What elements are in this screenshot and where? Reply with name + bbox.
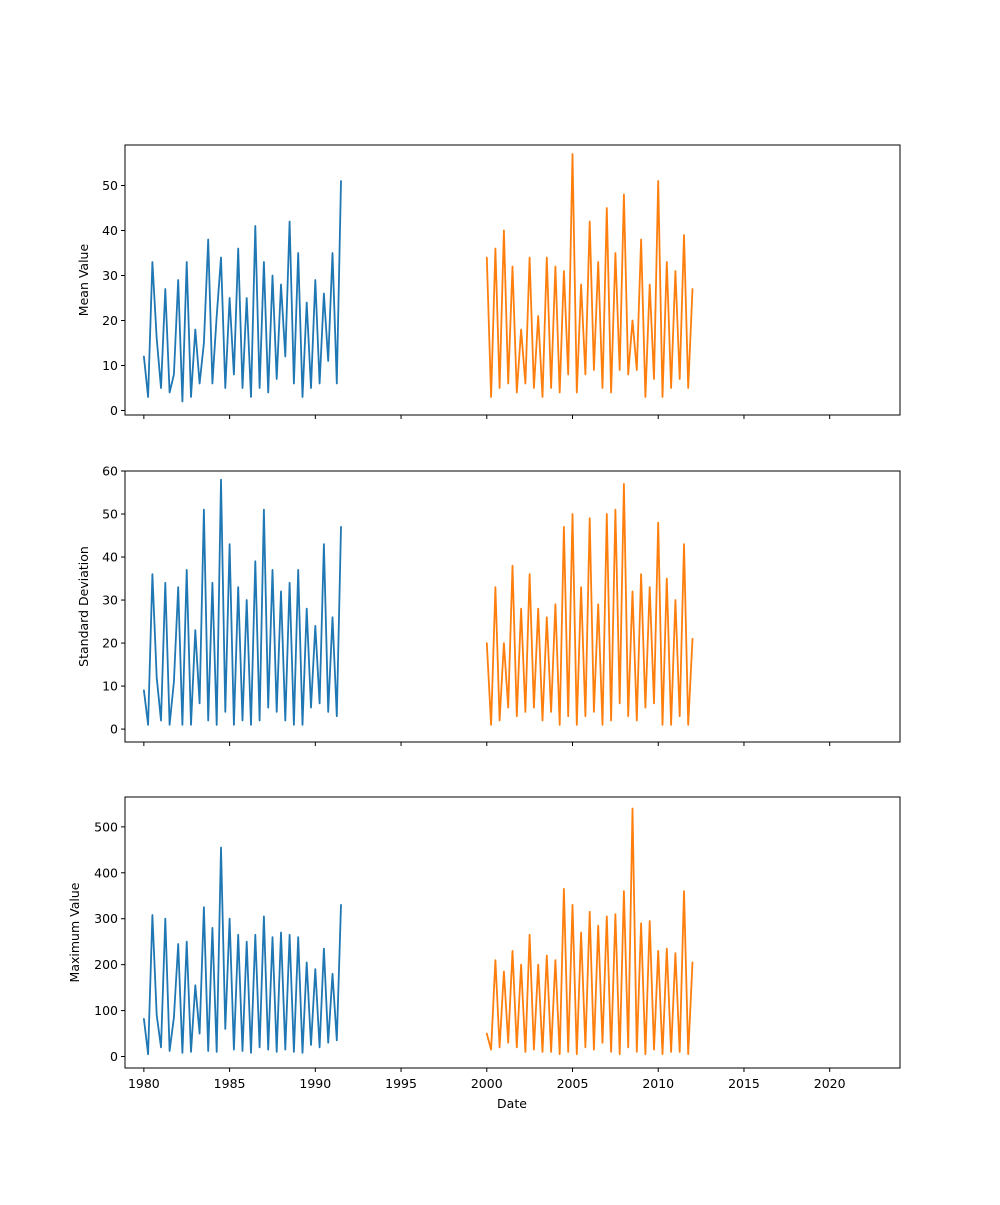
panel-3-series-1-line: [142, 846, 342, 1056]
y-tick-label: 10: [102, 358, 118, 373]
panel-3: 0 100 200 300 400 500 1980 1985 1990 1995 2000 2005…: [67, 796, 901, 1091]
y-axis-label: Standard Deviation: [76, 546, 91, 667]
x-tick-label: 1980: [128, 1076, 160, 1091]
x-tick-label: 1990: [299, 1076, 331, 1091]
panel-1-series-1-line: [142, 180, 342, 403]
y-axis-label: Maximum Value: [67, 882, 82, 982]
y-tick-label: 40: [102, 550, 118, 565]
y-tick-label: 20: [102, 313, 118, 328]
y-tick-label: 30: [102, 268, 118, 283]
y-tick-label: 100: [94, 1003, 118, 1018]
panel-1: 0 10 20 30 40 50 Mean Value: [76, 144, 901, 419]
y-tick-label: 500: [94, 819, 118, 834]
y-tick-label: 60: [102, 464, 118, 479]
y-tick-label: 10: [102, 679, 118, 694]
panel-2-series-1-line: [142, 478, 342, 726]
panels: 0 10 20 30 40 50 Mean Value 0 10 20 30 40 50 60 Standa…: [67, 144, 901, 1091]
panel-2-frame: [124, 470, 901, 743]
y-axis-label: Mean Value: [76, 244, 91, 317]
x-tick-label: 2020: [814, 1076, 846, 1091]
y-tick-label: 200: [94, 957, 118, 972]
panel-3-frame: [124, 796, 901, 1069]
panel-1-frame: [124, 144, 901, 416]
x-tick-label: 2005: [557, 1076, 589, 1091]
y-tick-label: 20: [102, 636, 118, 651]
y-tick-label: 0: [110, 722, 118, 737]
x-tick-label: 1985: [214, 1076, 246, 1091]
y-tick-label: 300: [94, 911, 118, 926]
y-tick-label: 0: [110, 403, 118, 418]
y-tick-label: 400: [94, 865, 118, 880]
panel-2-series-2-line: [485, 482, 694, 726]
panel-3-series-2-line: [485, 807, 694, 1056]
x-tick-label: 1995: [385, 1076, 417, 1091]
x-axis-label: Date: [497, 1096, 527, 1111]
y-tick-label: 50: [102, 507, 118, 522]
y-tick-label: 50: [102, 178, 118, 193]
panel-1-series-2-line: [485, 153, 694, 398]
x-tick-label: 2000: [471, 1076, 503, 1091]
y-tick-label: 30: [102, 593, 118, 608]
y-tick-label: 0: [110, 1049, 118, 1064]
x-tick-label: 2010: [642, 1076, 674, 1091]
y-tick-label: 40: [102, 223, 118, 238]
x-tick-label: 2015: [728, 1076, 760, 1091]
panel-2: 0 10 20 30 40 50 60 Standard Deviation: [76, 464, 901, 746]
